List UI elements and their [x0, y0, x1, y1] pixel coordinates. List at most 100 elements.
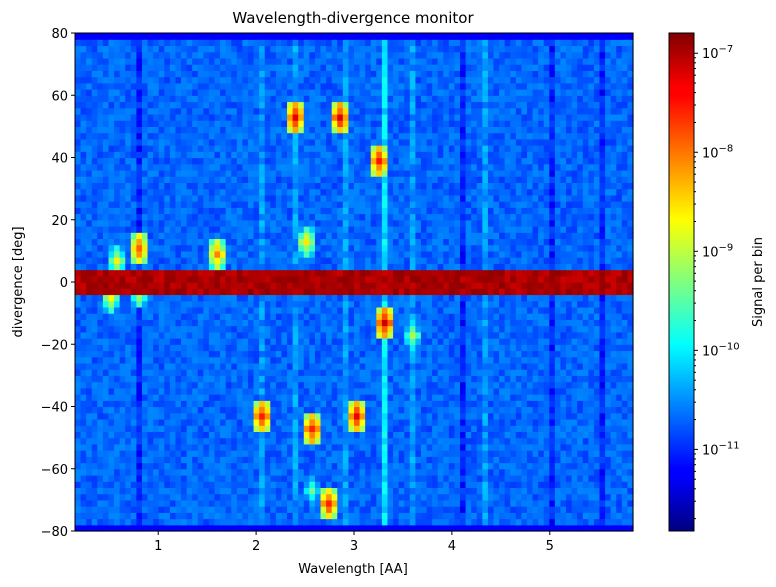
heatmap-cell [208, 524, 216, 532]
heatmap-cell [404, 338, 411, 345]
heatmap-cell [521, 400, 528, 408]
heatmap-cell [169, 325, 177, 333]
heatmap-cell [365, 387, 372, 395]
heatmap-cell [264, 524, 271, 532]
heatmap-cell [409, 232, 416, 240]
heatmap-cell [181, 462, 188, 470]
heatmap-cell [420, 474, 428, 482]
heatmap-cell [621, 294, 629, 302]
heatmap-cell [588, 437, 595, 445]
heatmap-cell [599, 313, 606, 320]
heatmap-cell [354, 425, 361, 432]
heatmap-cell [409, 356, 416, 364]
heatmap-cell [582, 232, 589, 240]
heatmap-cell [337, 219, 344, 227]
heatmap-cell [487, 499, 495, 507]
heatmap-cell [365, 456, 372, 464]
heatmap-cell [169, 443, 177, 451]
heatmap-cell [398, 344, 405, 352]
heatmap-cell [75, 244, 82, 252]
heatmap-cell [588, 431, 595, 439]
heatmap-cell [247, 369, 255, 376]
heatmap-cell [292, 462, 299, 470]
heatmap-cell [264, 400, 271, 408]
heatmap-cell [130, 474, 137, 482]
heatmap-cell [476, 362, 483, 370]
heatmap-cell [393, 431, 400, 439]
heatmap-cell [448, 425, 456, 432]
heatmap-cell [471, 412, 478, 420]
heatmap-cell [303, 394, 310, 401]
heatmap-cell [627, 369, 634, 376]
heatmap-cell [560, 356, 567, 364]
heatmap-cell [242, 394, 249, 401]
heatmap-cell [393, 294, 400, 302]
heatmap-cell [141, 431, 149, 439]
heatmap-cell [616, 325, 623, 333]
heatmap-cell [236, 238, 243, 246]
heatmap-cell [610, 412, 617, 420]
heatmap-cell [515, 381, 522, 389]
heatmap-cell [493, 219, 500, 227]
heatmap-cell [337, 225, 344, 233]
heatmap-cell [97, 400, 104, 408]
heatmap-cell [80, 375, 87, 383]
heatmap-cell [298, 400, 305, 408]
heatmap-cell [398, 350, 405, 358]
heatmap-cell [186, 344, 193, 352]
heatmap-cell [577, 462, 584, 470]
heatmap-cell [560, 325, 567, 333]
heatmap-cell [543, 344, 550, 352]
heatmap-cell [582, 412, 589, 420]
heatmap-cell [432, 257, 439, 264]
heatmap-cell [303, 219, 310, 227]
heatmap-cell [153, 238, 160, 246]
heatmap-cell [309, 462, 316, 470]
heatmap-cell [610, 481, 617, 489]
heatmap-cell [342, 362, 350, 370]
heatmap-cell [231, 250, 238, 258]
heatmap-cell [387, 394, 394, 401]
heatmap-cell [348, 512, 355, 520]
heatmap-cell [577, 431, 584, 439]
heatmap-cell [493, 450, 500, 457]
heatmap-cell [298, 468, 305, 476]
heatmap-cell [460, 418, 467, 426]
heatmap-cell [97, 232, 104, 240]
heatmap-cell [549, 294, 556, 302]
heatmap-cell [153, 400, 160, 408]
heatmap-cell [298, 362, 305, 370]
heatmap-cell [393, 518, 400, 526]
heatmap-cell [75, 288, 82, 296]
heatmap-cell [493, 350, 500, 358]
heatmap-cell [292, 487, 299, 495]
heatmap-cell [599, 474, 606, 482]
heatmap-cell [186, 443, 193, 451]
heatmap-cell [158, 257, 165, 264]
heatmap-cell [415, 294, 422, 302]
heatmap-cell [560, 300, 567, 308]
heatmap-cell [86, 294, 93, 302]
heatmap-cell [365, 350, 372, 358]
heatmap-cell [203, 313, 210, 320]
heatmap-cell [253, 275, 260, 283]
heatmap-cell [393, 499, 400, 507]
heatmap-cell [588, 232, 595, 240]
heatmap-cell [303, 400, 310, 408]
heatmap-cell [426, 294, 433, 302]
heatmap-cell [359, 244, 366, 252]
heatmap-cell [560, 456, 567, 464]
heatmap-cell [387, 369, 394, 376]
heatmap-cell [476, 294, 483, 302]
heatmap-cell [426, 244, 433, 252]
heatmap-cell [236, 381, 243, 389]
heatmap-cell [348, 275, 355, 283]
heatmap-cell [169, 350, 177, 358]
heatmap-cell [521, 406, 528, 414]
heatmap-cell [588, 238, 595, 246]
heatmap-cell [409, 275, 416, 283]
heatmap-cell [465, 474, 472, 482]
heatmap-cell [538, 300, 545, 308]
heatmap-cell [337, 319, 344, 327]
heatmap-cell [186, 225, 193, 233]
